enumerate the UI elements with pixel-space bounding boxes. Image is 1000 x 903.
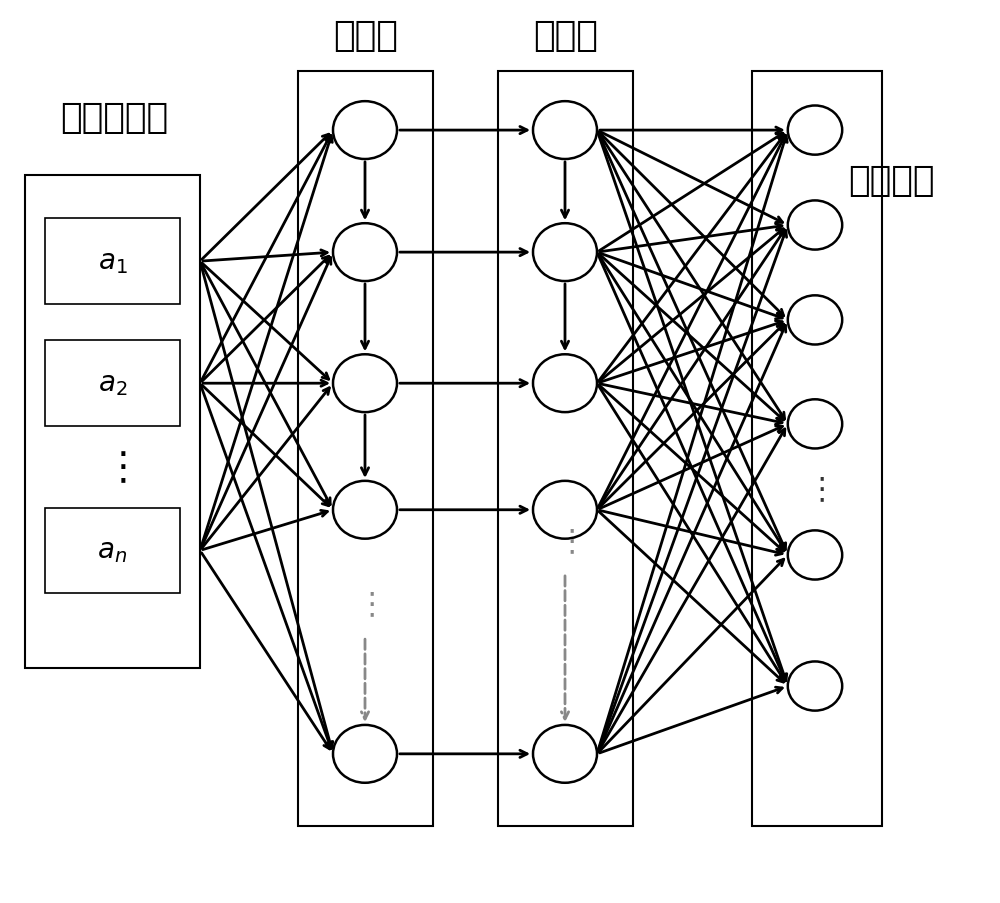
Bar bbox=[25, 176, 200, 668]
Text: $\vdots$: $\vdots$ bbox=[103, 448, 127, 487]
Text: $\vdots$: $\vdots$ bbox=[556, 527, 574, 556]
Text: $a_2$: $a_2$ bbox=[98, 370, 127, 397]
Circle shape bbox=[533, 355, 597, 413]
Circle shape bbox=[333, 725, 397, 783]
Circle shape bbox=[788, 662, 842, 711]
Bar bbox=[298, 72, 433, 826]
Circle shape bbox=[333, 355, 397, 413]
Circle shape bbox=[533, 102, 597, 160]
Circle shape bbox=[788, 531, 842, 580]
Circle shape bbox=[533, 481, 597, 539]
Circle shape bbox=[333, 102, 397, 160]
Text: $a_1$: $a_1$ bbox=[98, 248, 127, 275]
Text: $\vdots$: $\vdots$ bbox=[356, 591, 374, 619]
Bar bbox=[45, 341, 180, 427]
Bar bbox=[752, 72, 882, 826]
Circle shape bbox=[533, 224, 597, 282]
Text: 目标词向量: 目标词向量 bbox=[60, 100, 168, 135]
Circle shape bbox=[788, 107, 842, 155]
Text: $\vdots$: $\vdots$ bbox=[806, 475, 824, 505]
Circle shape bbox=[788, 201, 842, 250]
Text: 解码层: 解码层 bbox=[533, 19, 598, 53]
Bar bbox=[45, 507, 180, 594]
Circle shape bbox=[533, 725, 597, 783]
Circle shape bbox=[788, 400, 842, 449]
Bar bbox=[45, 219, 180, 305]
Bar bbox=[498, 72, 633, 826]
Text: 全连接层: 全连接层 bbox=[848, 163, 935, 198]
Text: $a_n$: $a_n$ bbox=[97, 537, 128, 564]
Circle shape bbox=[333, 224, 397, 282]
Text: 编码层: 编码层 bbox=[333, 19, 398, 53]
Circle shape bbox=[788, 296, 842, 345]
Circle shape bbox=[333, 481, 397, 539]
